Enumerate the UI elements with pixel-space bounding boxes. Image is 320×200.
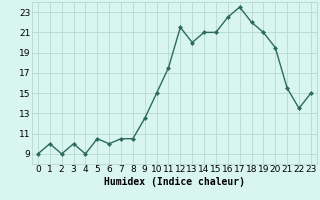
- X-axis label: Humidex (Indice chaleur): Humidex (Indice chaleur): [104, 177, 245, 187]
